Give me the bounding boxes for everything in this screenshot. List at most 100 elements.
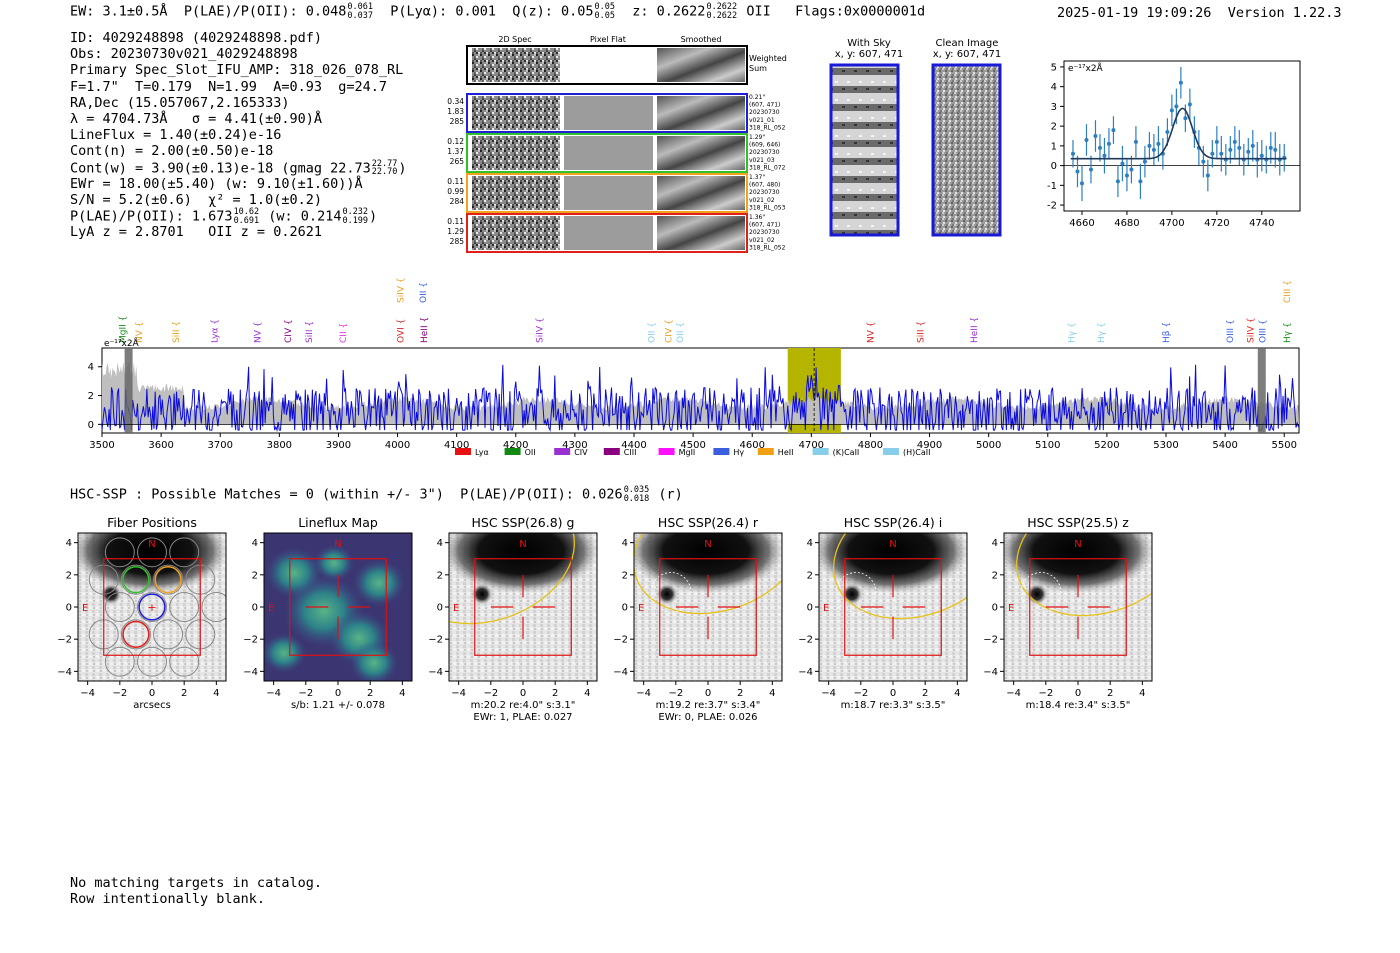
fiber-circle [169, 646, 200, 677]
hsc-panel-title: HSC SSP(26.8) g [472, 515, 575, 530]
line-fit-point [1156, 141, 1161, 146]
catalog-footer: No matching targets in catalog. Row inten… [70, 875, 322, 907]
info-plae: P(LAE)/P(OII): 1.673 10.62 0.691 (w: 0.214… [70, 207, 378, 226]
spectrum-xtick-label: 4800 [858, 440, 883, 451]
header-summary: EW: 3.1±0.5Å P(LAE)/P(OII): 0.048 0.061 0.… [70, 2, 926, 21]
info-id: ID: 4029248898 (4029248898.pdf) [70, 30, 322, 46]
line-fit-point [1120, 161, 1125, 166]
fiber-circle-selected [122, 566, 150, 594]
hsc-ytick-label: 0 [807, 603, 813, 614]
hsc-xtick-label: 0 [149, 688, 155, 699]
hsc-ytick-label: 0 [992, 603, 998, 614]
spectrum-line-label: Hγ { [1097, 322, 1107, 343]
spectrum-line-label: CIII { [1283, 280, 1293, 303]
lineflux-blob [264, 633, 306, 673]
line-fit-point [1268, 145, 1273, 150]
line-fit-point [1237, 145, 1242, 150]
hsc-panel-title: Lineflux Map [298, 515, 378, 530]
spec-row-smoothed [657, 136, 745, 170]
line-fit-point [1219, 151, 1224, 156]
hsc-xtick-label: 4 [769, 688, 775, 699]
line-fit-scale-label: e⁻¹⁷x2Å [1068, 62, 1104, 74]
spectrum-xtick-label: 5100 [1035, 440, 1060, 451]
fiber-circle [137, 646, 167, 677]
spec-row-right-label: v021_02 [749, 197, 775, 204]
lineflux-blob [350, 641, 398, 681]
spectrum-line-label: CIV { [664, 319, 674, 343]
spectrum-line-label: Hγ { [1283, 322, 1293, 343]
spec-row-right-label: 20230730 [749, 229, 780, 236]
hsc-ytick-label: 4 [437, 538, 443, 549]
spectrum-xtick-label: 4200 [503, 440, 528, 451]
hsc-xtick-label: 2 [922, 688, 928, 699]
spectrum-xtick-label: 5200 [1094, 440, 1119, 451]
east-label: E [823, 603, 829, 614]
flags: Flags:0x0000001d [795, 3, 926, 20]
lineflux-blob [266, 547, 322, 599]
spectrum-ytick-label: 0 [88, 420, 94, 431]
hsc-ytick-label: 4 [252, 538, 258, 549]
bright-galaxy [634, 533, 782, 593]
col-label-smoothed: Smoothed [681, 35, 722, 44]
hsc-caption-2: EWr: 1, PLAE: 0.027 [473, 712, 572, 723]
hsc-panel-title: HSC SSP(26.4) r [658, 515, 759, 530]
north-label: N [1074, 539, 1081, 550]
hsc-ytick-label: −2 [243, 635, 258, 646]
hsc-xtick-label: 0 [890, 688, 896, 699]
east-label: E [82, 603, 88, 614]
hsc-xtick-label: 4 [1139, 688, 1145, 699]
info-ewr: EWr = 18.00(±5.40) (w: 9.10(±1.60))Å [70, 175, 363, 192]
hsc-ytick-label: −4 [983, 667, 998, 678]
line-fit-xtick-label: 4740 [1249, 218, 1274, 229]
legend-label: CIII [624, 448, 637, 457]
spec-row-right-label: v021_02 [749, 237, 775, 244]
legend-label: Hγ [733, 448, 744, 457]
with-sky-image [829, 63, 900, 237]
hsc-xtick-label: 2 [1107, 688, 1113, 699]
bright-galaxy [819, 533, 967, 593]
spectrum-xtick-label: 4600 [739, 440, 764, 451]
line-fit-point [1259, 153, 1264, 158]
spec-row-smoothed [657, 216, 745, 250]
hsc-panel-title: HSC SSP(26.4) i [844, 515, 942, 530]
spectrum-masked-region [124, 348, 133, 433]
line-fit-axes [1063, 60, 1301, 212]
fiber-circle [104, 646, 135, 677]
hsc-xtick-label: −2 [112, 688, 127, 699]
spectrum-line-label: NV { [135, 322, 145, 343]
spec-row-right-label: 0.21" [749, 94, 765, 101]
hsc-xtick-label: 4 [213, 688, 219, 699]
match-circle [650, 572, 692, 613]
hsc-ytick-label: 4 [992, 538, 998, 549]
aperture-ellipse [1015, 533, 1152, 617]
spectrum-xtick-label: 4900 [917, 440, 942, 451]
hsc-cutout-panels: Fiber Positions + N E −4 −4 −2 −2 0 0 2 2 4 4 arcsecs L… [57, 515, 1153, 723]
legend-swatch [603, 448, 620, 455]
north-label: N [889, 539, 896, 550]
spec-row-left-label: 285 [450, 117, 465, 126]
spectrum-line-label: HeII { [420, 317, 430, 343]
legend-label: Lyα [475, 448, 489, 457]
line-fit-ytick-label: 2 [1051, 122, 1057, 133]
legend-swatch [554, 448, 571, 455]
line-fit-point [1187, 102, 1192, 107]
line-fit-xtick-label: 4660 [1069, 218, 1094, 229]
hsc-xtick-label: 2 [737, 688, 743, 699]
spectrum-xtick-label: 4500 [680, 440, 705, 451]
weighted-sum-label-2: Sum [749, 64, 767, 73]
legend-swatch [504, 448, 521, 455]
line-fit-ytick-label: 1 [1051, 141, 1057, 152]
aperture-ellipse [832, 533, 967, 620]
line-fit-point [1205, 173, 1210, 178]
hsc-xtick-label: 4 [399, 688, 405, 699]
spectrum-line-label: OIII { [1258, 319, 1268, 343]
fiber-circle-selected [122, 620, 150, 648]
clean-image-title: Clean Image x, y: 607, 471 [932, 38, 1002, 60]
spectrum-xtick-label: 5500 [1271, 440, 1296, 451]
spec-row-2dspec [472, 176, 560, 210]
line-fit-xtick-label: 4700 [1159, 218, 1184, 229]
line-fit-plot: e⁻¹⁷x2Å 4660 4680 4700 4720 4740 -2 -1 0 1 2 3 4 5 [1047, 60, 1301, 229]
spectrum-line-label: SiIV { [397, 277, 407, 303]
legend-swatch [757, 448, 774, 455]
